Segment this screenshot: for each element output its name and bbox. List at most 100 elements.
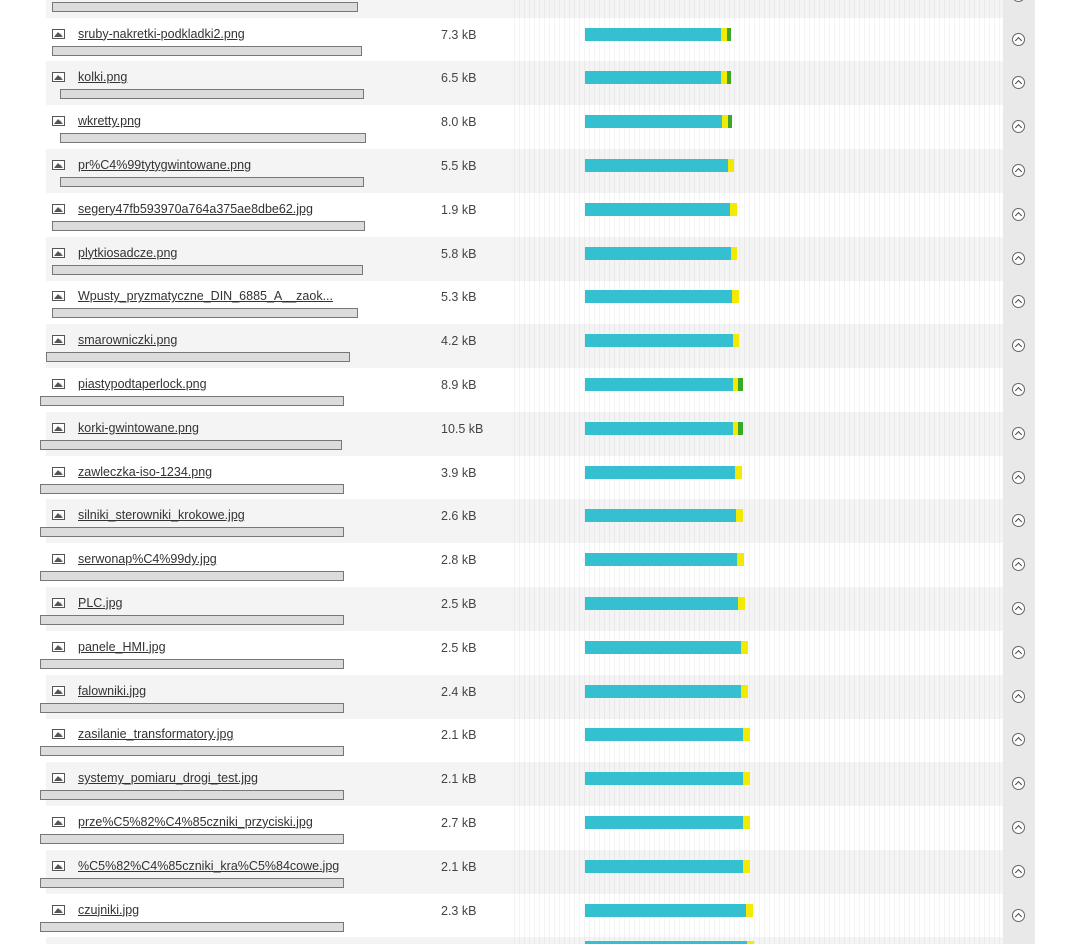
table-row[interactable]: plytkiosadcze.png 5.8 kB	[46, 236, 1035, 281]
table-row[interactable]: panele_HMI.jpg 2.5 kB	[40, 630, 1035, 675]
file-name-link[interactable]: pr%C4%99tytygwintowane.png	[78, 157, 252, 172]
table-row[interactable]: wkretty.png 8.0 kB	[46, 105, 1035, 150]
table-row[interactable]: %C5%82%C4%85czniki_kra%C5%84cowe.jpg 2.1 …	[40, 849, 1035, 894]
chevron-up-circle-icon[interactable]	[1012, 558, 1025, 572]
chevron-up-circle-icon[interactable]	[1012, 207, 1025, 221]
file-name-link[interactable]: PLC.jpg	[78, 595, 123, 610]
chevron-up-circle-icon[interactable]	[1012, 689, 1025, 703]
file-name-link[interactable]: sruby-nakretki-podkladki2.png	[78, 26, 245, 41]
chevron-up-circle-icon[interactable]	[1012, 733, 1025, 747]
table-row[interactable]: korki-gwintowane.png 10.5 kB	[40, 411, 1035, 456]
file-name-link[interactable]: korki-gwintowane.png	[78, 420, 199, 435]
chevron-up-circle-icon[interactable]	[1012, 470, 1025, 484]
file-size: 10.5 kB	[441, 421, 484, 436]
table-row[interactable]: Wpusty_pryzmatyczne_DIN_6885_A__zaok... 5…	[46, 280, 1035, 325]
chevron-up-circle-icon[interactable]	[1012, 820, 1025, 834]
timing-wait-segment	[585, 334, 733, 348]
timing-bar[interactable]	[585, 596, 745, 610]
timing-bar[interactable]	[585, 246, 737, 260]
file-name-link[interactable]: %C5%82%C4%85czniki_kra%C5%84cowe.jpg	[78, 858, 340, 873]
table-row[interactable]: smarowniczki.png 4.2 kB	[46, 324, 1035, 369]
table-row[interactable]: zasilanie_transformatory.jpg 2.1 kB	[40, 718, 1035, 763]
timing-bar[interactable]	[585, 202, 737, 216]
timing-bar[interactable]	[585, 815, 750, 829]
chevron-up-circle-icon[interactable]	[1012, 777, 1025, 791]
file-name-link[interactable]: wkretty.png	[78, 114, 141, 129]
table-row[interactable]: prze%C5%82%C4%85czniki_przyciski.jpg 2.7 …	[40, 805, 1035, 850]
timing-bar[interactable]	[585, 509, 743, 523]
chevron-up-circle-icon[interactable]	[1012, 32, 1025, 46]
table-row[interactable]: sruby-nakretki-podkladki2.png 7.3 kB	[46, 17, 1035, 62]
chevron-up-circle-icon[interactable]	[1012, 645, 1025, 659]
timing-bar[interactable]	[585, 553, 744, 567]
timing-bar[interactable]	[585, 158, 734, 172]
table-row[interactable]: silniki_sterowniki_krokowe.jpg 2.6 kB	[40, 499, 1035, 544]
timing-receive-segment	[733, 421, 738, 435]
file-name-link[interactable]: kolki.png	[78, 70, 128, 85]
table-row[interactable]: falowniki.jpg 2.4 kB	[40, 674, 1035, 719]
file-name-link[interactable]: Wpusty_pryzmatyczne_DIN_6885_A__zaok...	[78, 289, 333, 304]
timing-bar[interactable]	[585, 859, 750, 873]
timing-bar[interactable]	[585, 640, 748, 654]
timing-receive-segment	[736, 509, 743, 523]
file-name-link[interactable]: plytkiosadcze.png	[78, 245, 178, 260]
timing-bar[interactable]	[585, 290, 739, 304]
table-row[interactable]: serwonap%C4%99dy.jpg 2.8 kB	[40, 543, 1035, 588]
timing-bar[interactable]	[585, 334, 739, 348]
image-file-icon	[52, 816, 65, 827]
timing-wait-segment	[585, 859, 743, 873]
table-row[interactable]: systemy_pomiaru_drogi_test.jpg 2.1 kB	[40, 762, 1035, 807]
timing-receive-segment	[722, 115, 728, 129]
file-name-link[interactable]: segery47fb593970a764a375ae8dbe62.jpg	[78, 201, 313, 216]
chevron-up-circle-icon[interactable]	[1012, 601, 1025, 615]
file-name-link[interactable]: serwonap%C4%99dy.jpg	[78, 552, 217, 567]
url-bar	[40, 746, 344, 757]
file-name-link[interactable]: zasilanie_transformatory.jpg	[78, 727, 234, 742]
chevron-up-circle-icon[interactable]	[1012, 514, 1025, 528]
image-file-icon	[52, 335, 65, 346]
timing-bar[interactable]	[585, 71, 731, 85]
url-bar	[40, 877, 344, 888]
timing-receive-segment	[730, 202, 737, 216]
file-name-link[interactable]: czujniki.jpg	[78, 902, 140, 917]
table-row[interactable]: piastypodtaperlock.png 8.9 kB	[40, 367, 1035, 412]
table-row[interactable]: kolki.png 6.5 kB	[46, 61, 1035, 106]
table-row[interactable]: zawleczka-iso-1234.png 3.9 kB	[40, 455, 1035, 500]
table-row[interactable]: czujniki.jpg 2.3 kB	[40, 893, 1035, 938]
timing-bar[interactable]	[585, 728, 750, 742]
timing-bar[interactable]	[585, 421, 743, 435]
chevron-up-circle-icon[interactable]	[1012, 251, 1025, 265]
chevron-up-circle-icon[interactable]	[1012, 864, 1025, 878]
timing-bar[interactable]	[585, 465, 742, 479]
file-name-link[interactable]: silniki_sterowniki_krokowe.jpg	[78, 508, 245, 523]
table-row[interactable]: pr%C4%99tytygwintowane.png 5.5 kB	[46, 148, 1035, 193]
file-name-link[interactable]: smarowniczki.png	[78, 333, 178, 348]
chevron-up-circle-icon[interactable]	[1012, 339, 1025, 353]
chevron-up-circle-icon[interactable]	[1012, 120, 1025, 134]
timing-wait-segment	[585, 202, 730, 216]
file-name-link[interactable]: systemy_pomiaru_drogi_test.jpg	[78, 771, 258, 786]
timing-bar[interactable]	[585, 115, 732, 129]
table-row[interactable]: PLC.jpg 2.5 kB	[40, 586, 1035, 631]
timing-wait-segment	[585, 421, 733, 435]
file-name-link[interactable]: prze%C5%82%C4%85czniki_przyciski.jpg	[78, 814, 313, 829]
timing-bar[interactable]	[585, 903, 753, 917]
timing-bar[interactable]	[585, 377, 743, 391]
chevron-up-circle-icon[interactable]	[1012, 426, 1025, 440]
file-name-link[interactable]: zawleczka-iso-1234.png	[78, 464, 213, 479]
table-row[interactable]: segery47fb593970a764a375ae8dbe62.jpg 1.9 …	[46, 192, 1035, 237]
chevron-up-circle-icon[interactable]	[1012, 382, 1025, 396]
chevron-up-circle-icon[interactable]	[1012, 295, 1025, 309]
file-size: 5.8 kB	[441, 246, 477, 261]
chevron-up-circle-icon[interactable]	[1012, 908, 1025, 922]
file-name-link[interactable]: piastypodtaperlock.png	[78, 376, 207, 391]
chevron-up-circle-icon[interactable]	[1012, 163, 1025, 177]
timing-bar[interactable]	[585, 772, 750, 786]
file-name-link[interactable]: falowniki.jpg	[78, 683, 147, 698]
timing-receive-segment	[728, 158, 734, 172]
file-name-link[interactable]: panele_HMI.jpg	[78, 639, 166, 654]
timing-wait-segment	[585, 71, 721, 85]
chevron-up-circle-icon[interactable]	[1012, 76, 1025, 90]
timing-bar[interactable]	[585, 27, 731, 41]
timing-bar[interactable]	[585, 684, 748, 698]
